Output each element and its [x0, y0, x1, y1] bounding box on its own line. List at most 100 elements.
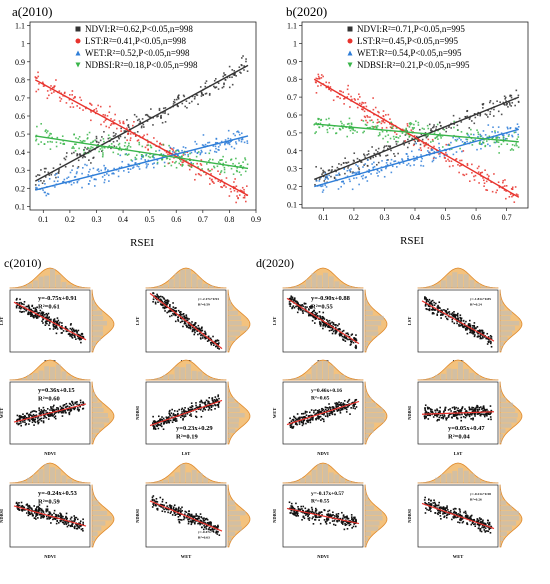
- scatter-point: [28, 415, 30, 417]
- point-ndbsi: [101, 155, 104, 158]
- scatter-point: [153, 425, 155, 428]
- scatter-point: [321, 321, 324, 323]
- point-wet: [407, 155, 409, 158]
- point-lst: [370, 119, 373, 122]
- point-ndbsi: [45, 131, 48, 134]
- scatter-point: [162, 507, 164, 509]
- scatter-point: [182, 312, 185, 315]
- scatter-point: [24, 423, 27, 426]
- x-tick-label: 0.9: [251, 215, 261, 224]
- scatter-point: [36, 317, 39, 319]
- point-ndvi: [86, 148, 88, 150]
- scatter-point: [459, 320, 461, 322]
- scatter-point: [173, 504, 176, 507]
- point-lst: [113, 119, 116, 121]
- point-lst: [197, 172, 200, 175]
- scatter-point: [487, 410, 489, 413]
- point-lst: [103, 121, 105, 123]
- point-lst: [211, 178, 213, 181]
- scatter-point: [38, 509, 41, 511]
- point-ndvi: [509, 103, 511, 106]
- scatter-point: [201, 329, 204, 332]
- point-ndbsi: [433, 132, 436, 135]
- point-wet: [111, 172, 113, 175]
- scatter-point: [181, 509, 183, 512]
- top-hist-bar: [50, 268, 55, 288]
- point-wet: [506, 126, 509, 129]
- point-ndvi: [343, 162, 345, 164]
- scatter-point: [71, 333, 74, 335]
- point-lst: [438, 153, 440, 155]
- scatter-point: [351, 340, 353, 342]
- scatter-point: [35, 410, 38, 413]
- scatter-point: [70, 407, 72, 410]
- scatter-point: [476, 326, 479, 328]
- top-hist-bar: [288, 482, 294, 483]
- point-lst: [127, 132, 129, 134]
- point-ndvi: [318, 178, 321, 180]
- scatter-point: [314, 311, 317, 314]
- point-ndbsi: [71, 147, 73, 149]
- right-hist-bar: [500, 387, 502, 392]
- scatter-point: [473, 412, 476, 415]
- point-wet: [104, 179, 106, 181]
- scatter-point: [459, 324, 462, 327]
- point-ndvi: [364, 156, 367, 159]
- scatter-point: [27, 414, 30, 416]
- scatter-point: [69, 524, 72, 527]
- scatter-point: [27, 512, 30, 514]
- point-ndbsi: [441, 146, 444, 148]
- point-wet: [202, 134, 205, 136]
- scatter-point: [152, 420, 155, 423]
- scatter-point: [309, 421, 312, 424]
- point-ndvi: [101, 136, 103, 138]
- legend-entry-lst: LST:R²=0.45,P<0.05,n=995: [357, 36, 458, 46]
- scatter-point: [303, 419, 306, 422]
- point-wet: [376, 172, 378, 175]
- scatter-point: [60, 514, 63, 517]
- scatter-point: [484, 414, 487, 416]
- scatter-point: [432, 416, 435, 418]
- point-ndvi: [164, 110, 166, 113]
- point-ndvi: [385, 154, 387, 157]
- scatter-point: [40, 512, 43, 514]
- point-lst: [354, 99, 356, 101]
- top-hist-bar: [463, 368, 469, 380]
- scatter-point: [46, 322, 48, 325]
- right-hist-bar: [92, 397, 98, 402]
- point-wet: [464, 141, 466, 144]
- scatter-point: [178, 314, 181, 316]
- right-hist-bar: [92, 387, 93, 392]
- scatter-point: [35, 414, 38, 416]
- scatter-point: [293, 416, 296, 419]
- scatter-point: [331, 332, 334, 335]
- top-hist-bar: [168, 279, 174, 288]
- right-hist-bar: [500, 392, 503, 397]
- regression-r2: R²=0.59: [198, 303, 210, 307]
- scatter-point: [63, 523, 66, 525]
- scatter-point: [470, 413, 473, 416]
- scatter-point: [164, 299, 167, 302]
- point-wet: [65, 182, 67, 185]
- top-hist-bar: [435, 374, 441, 380]
- scatter-point: [329, 407, 332, 409]
- scatter-point: [161, 301, 164, 303]
- point-ndvi: [223, 83, 225, 86]
- scatter-point: [204, 522, 207, 524]
- scatter-point: [202, 335, 204, 337]
- point-wet: [362, 166, 364, 168]
- right-hist-bar: [228, 305, 233, 310]
- scatter-point: [179, 317, 182, 320]
- scatter-point: [73, 515, 76, 517]
- scatter-point: [330, 412, 332, 415]
- scatter-point: [53, 413, 56, 416]
- fit-line-ndbsi: [314, 123, 519, 143]
- point-ndbsi: [188, 164, 190, 167]
- point-lst: [508, 195, 511, 198]
- right-hist-bar: [500, 295, 501, 300]
- scatter-point: [472, 409, 475, 412]
- top-hist-bar: [463, 274, 469, 288]
- scatter-point: [485, 337, 487, 340]
- scatter-point: [292, 425, 295, 428]
- point-lst: [358, 93, 360, 96]
